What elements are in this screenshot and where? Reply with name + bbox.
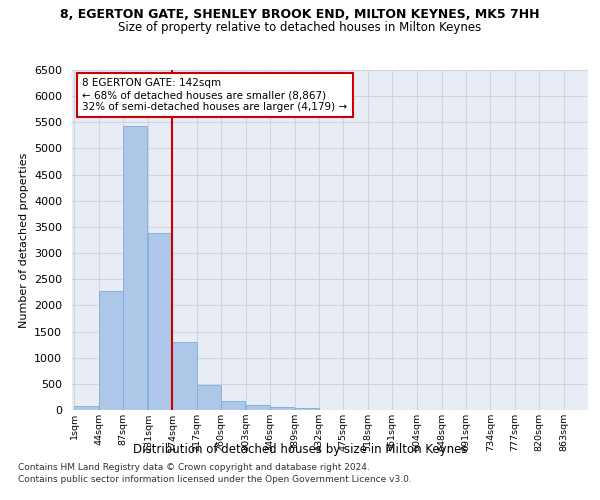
Text: Size of property relative to detached houses in Milton Keynes: Size of property relative to detached ho… [118, 21, 482, 34]
Text: Distribution of detached houses by size in Milton Keynes: Distribution of detached houses by size … [133, 442, 467, 456]
Text: Contains public sector information licensed under the Open Government Licence v3: Contains public sector information licen… [18, 475, 412, 484]
Bar [246, 406, 270, 410]
Text: 8 EGERTON GATE: 142sqm
← 68% of detached houses are smaller (8,867)
32% of semi-: 8 EGERTON GATE: 142sqm ← 68% of detached… [82, 78, 347, 112]
Text: Contains HM Land Registry data © Crown copyright and database right 2024.: Contains HM Land Registry data © Crown c… [18, 464, 370, 472]
Bar [270, 407, 294, 410]
Bar [98, 290, 123, 410]
Bar [123, 126, 147, 410]
Bar [197, 385, 221, 410]
Bar [221, 402, 245, 410]
Bar [172, 342, 197, 410]
Bar [74, 406, 98, 410]
Bar [295, 408, 319, 410]
Text: 8, EGERTON GATE, SHENLEY BROOK END, MILTON KEYNES, MK5 7HH: 8, EGERTON GATE, SHENLEY BROOK END, MILT… [60, 8, 540, 20]
Bar [148, 233, 172, 410]
Y-axis label: Number of detached properties: Number of detached properties [19, 152, 29, 328]
